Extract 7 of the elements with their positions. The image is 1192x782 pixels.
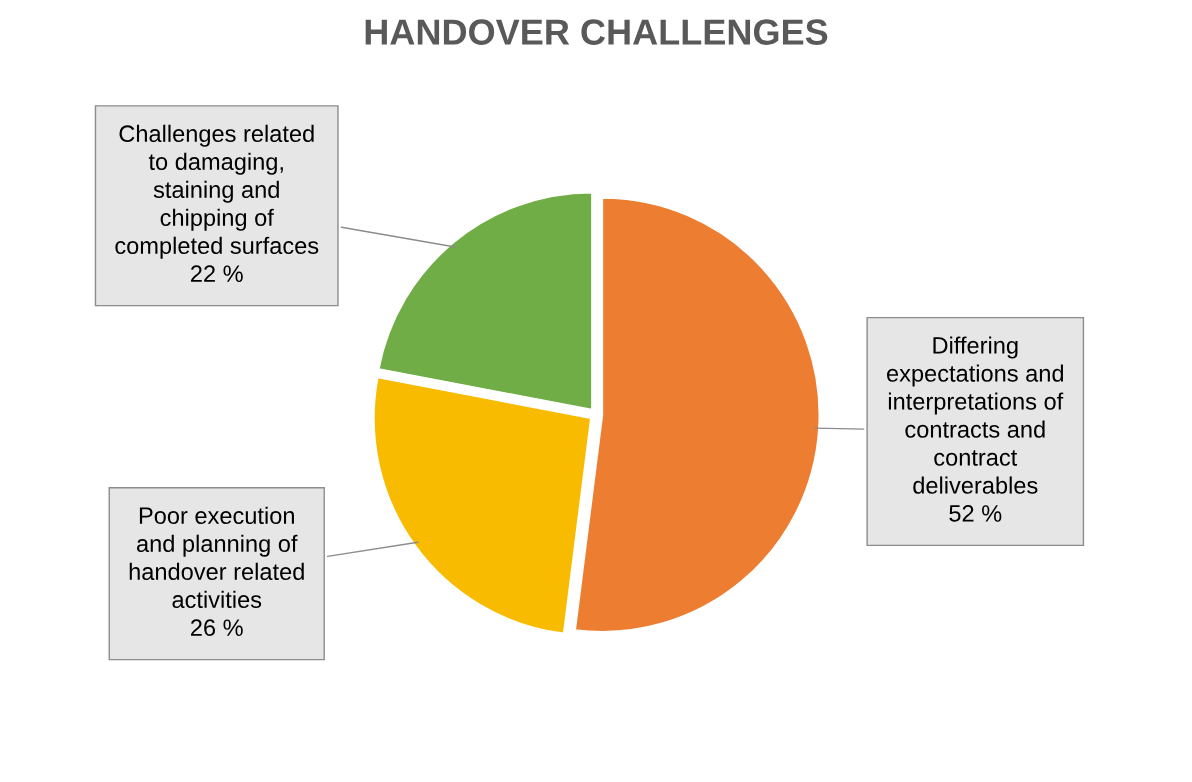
data-label: 52 % <box>949 505 1002 522</box>
slice-label: Differing expectations and interpretations of contracts and contract deliverables <box>887 336 1064 494</box>
data-label: 22 % <box>191 265 243 282</box>
data-label: 26 % <box>191 619 243 637</box>
slice-label: Poor execution and planning of handover related activities <box>129 506 304 609</box>
chart-title: HANDOVER CHALLENGES <box>365 19 828 45</box>
slice-label: Challenges related to damaging, staining and chipping of completed surfaces <box>115 124 319 259</box>
